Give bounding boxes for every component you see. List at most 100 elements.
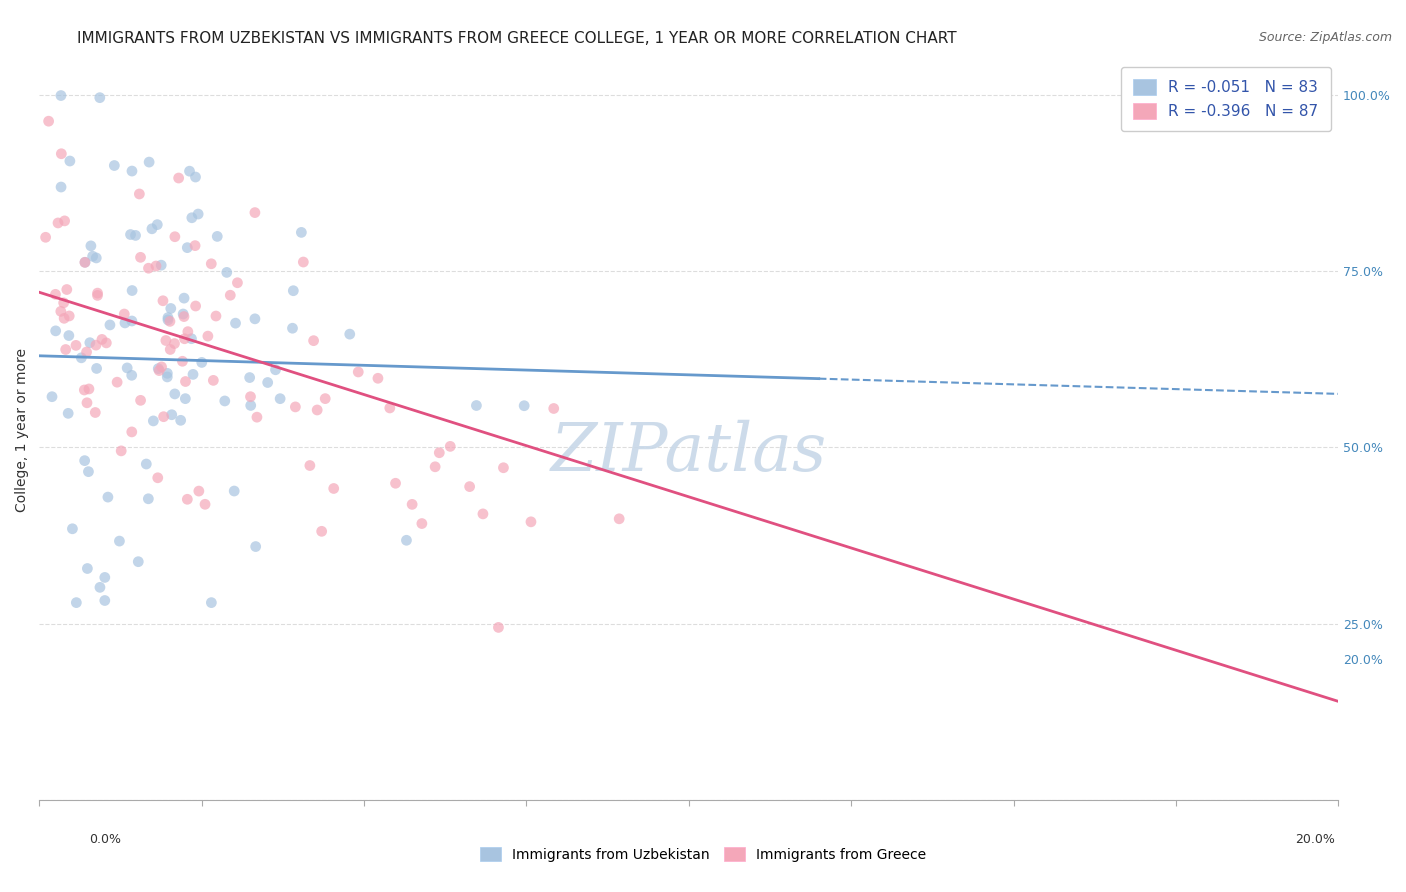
Point <box>76 561 98 575</box>
Point <box>105 375 128 389</box>
Point <box>77 382 100 396</box>
Point <box>121 425 143 439</box>
Point <box>384 476 406 491</box>
Point <box>86 361 108 376</box>
Point <box>142 414 165 428</box>
Point <box>59 154 82 169</box>
Point <box>427 446 450 460</box>
Point <box>298 458 321 473</box>
Point <box>73 453 96 467</box>
Point <box>79 335 101 350</box>
Point <box>465 399 488 413</box>
Point <box>163 229 186 244</box>
Point <box>52 295 75 310</box>
Point <box>44 287 66 301</box>
Point <box>150 258 173 272</box>
Point <box>103 159 125 173</box>
Point <box>180 211 202 225</box>
Point <box>148 363 170 377</box>
Point <box>84 251 107 265</box>
Point <box>49 88 72 103</box>
Point <box>367 371 389 385</box>
Point <box>339 327 361 342</box>
Point <box>520 515 543 529</box>
Point <box>73 383 96 397</box>
Point <box>148 361 170 376</box>
Point <box>84 405 107 419</box>
Point <box>174 392 197 406</box>
Point <box>91 333 114 347</box>
Point <box>73 255 96 269</box>
Point <box>56 406 79 420</box>
Point <box>180 332 202 346</box>
Point <box>411 516 433 531</box>
Point <box>80 239 103 253</box>
Point <box>156 310 179 325</box>
Point <box>176 241 198 255</box>
Point <box>395 533 418 548</box>
Point <box>146 471 169 485</box>
Point <box>82 249 104 263</box>
Point <box>141 221 163 235</box>
Point <box>89 580 111 594</box>
Point <box>159 301 181 316</box>
Point <box>292 255 315 269</box>
Text: 0.0%: 0.0% <box>90 833 121 846</box>
Point <box>156 370 179 384</box>
Point <box>65 596 87 610</box>
Point <box>98 318 121 332</box>
Point <box>110 443 132 458</box>
Point <box>205 309 228 323</box>
Y-axis label: College, 1 year or more: College, 1 year or more <box>15 348 30 512</box>
Point <box>256 376 278 390</box>
Point <box>439 439 461 453</box>
Point <box>184 299 207 313</box>
Point <box>58 309 80 323</box>
Point <box>51 146 73 161</box>
Point <box>114 316 136 330</box>
Point <box>224 483 246 498</box>
Point <box>41 390 63 404</box>
Point <box>58 328 80 343</box>
Point <box>128 186 150 201</box>
Point <box>200 596 222 610</box>
Point <box>62 522 84 536</box>
Point <box>73 255 96 269</box>
Point <box>281 321 304 335</box>
Point <box>150 359 173 374</box>
Point <box>138 155 160 169</box>
Point <box>269 392 291 406</box>
Point <box>121 164 143 178</box>
Point <box>97 490 120 504</box>
Point <box>156 367 179 381</box>
Point <box>70 351 93 365</box>
Point <box>283 284 305 298</box>
Point <box>245 540 267 554</box>
Point <box>264 363 287 377</box>
Point <box>152 293 174 308</box>
Point <box>181 368 204 382</box>
Point <box>378 401 401 415</box>
Point <box>112 307 135 321</box>
Point <box>202 373 225 387</box>
Point <box>243 311 266 326</box>
Point <box>458 480 481 494</box>
Point <box>115 360 138 375</box>
Point <box>197 329 219 343</box>
Point <box>290 226 312 240</box>
Point <box>53 214 76 228</box>
Point <box>174 375 197 389</box>
Point <box>76 396 98 410</box>
Point <box>49 304 72 318</box>
Point <box>129 250 152 264</box>
Text: Source: ZipAtlas.com: Source: ZipAtlas.com <box>1258 31 1392 45</box>
Point <box>155 334 177 348</box>
Point <box>77 465 100 479</box>
Point <box>172 307 194 321</box>
Point <box>307 403 329 417</box>
Point <box>187 207 209 221</box>
Point <box>55 343 77 357</box>
Point <box>471 507 494 521</box>
Legend: Immigrants from Uzbekistan, Immigrants from Greece: Immigrants from Uzbekistan, Immigrants f… <box>475 841 931 867</box>
Point <box>121 314 143 328</box>
